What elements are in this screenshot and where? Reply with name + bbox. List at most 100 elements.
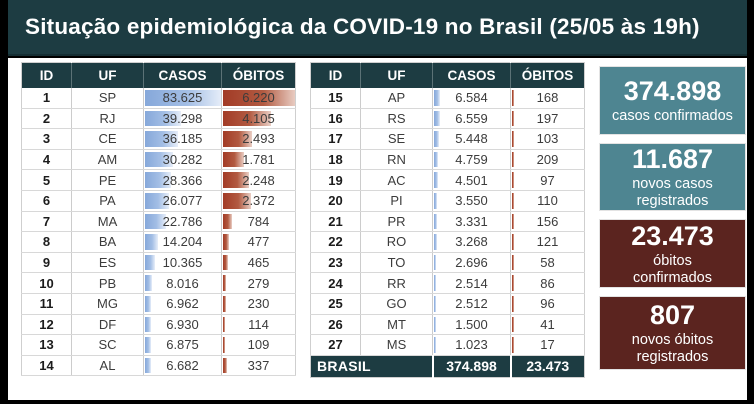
state-id-cell: 9 bbox=[21, 252, 72, 274]
obitos-data-bar bbox=[223, 295, 226, 312]
stat-value: 374.898 bbox=[623, 75, 722, 106]
table-row: 14 AL 6.682 337 bbox=[21, 355, 296, 377]
casos-data-bar bbox=[145, 151, 173, 168]
state-id-cell: 20 bbox=[310, 190, 361, 212]
obitos-data-bar bbox=[512, 316, 514, 333]
table-row: 5 PE 28.366 2.248 bbox=[21, 169, 296, 191]
state-casos-cell: 10.365 bbox=[143, 252, 222, 274]
stat-label: novos óbitos registrados bbox=[631, 332, 714, 366]
state-casos-cell: 3.550 bbox=[432, 190, 511, 212]
state-id-cell: 25 bbox=[310, 293, 361, 315]
obitos-data-bar bbox=[223, 254, 229, 271]
state-uf-cell: TO bbox=[360, 252, 433, 274]
casos-data-bar bbox=[434, 213, 438, 230]
state-casos-cell: 28.366 bbox=[143, 169, 222, 191]
obitos-value: 103 bbox=[536, 131, 559, 147]
obitos-data-bar bbox=[223, 213, 233, 230]
state-uf-cell: ES bbox=[71, 252, 144, 274]
table-row: 15 AP 6.584 168 bbox=[310, 87, 585, 109]
obitos-data-bar bbox=[512, 131, 514, 147]
obitos-data-bar bbox=[512, 151, 515, 168]
state-id-cell: 11 bbox=[21, 293, 72, 315]
stat-box-obitos-confirmados: 23.473 óbitos confirmados bbox=[599, 219, 746, 288]
table-row: 11 MG 6.962 230 bbox=[21, 293, 296, 315]
state-casos-cell: 6.584 bbox=[432, 87, 511, 109]
obitos-value: 477 bbox=[247, 234, 270, 250]
obitos-value: 86 bbox=[540, 275, 555, 291]
casos-value: 2.514 bbox=[455, 275, 488, 291]
obitos-value: 156 bbox=[536, 213, 559, 229]
state-uf-cell: GO bbox=[360, 293, 433, 315]
casos-value: 5.448 bbox=[455, 131, 488, 147]
obitos-value: 465 bbox=[247, 255, 270, 271]
obitos-value: 2.372 bbox=[242, 193, 275, 209]
state-obitos-cell: 4.105 bbox=[221, 108, 296, 130]
casos-data-bar bbox=[434, 234, 437, 250]
obitos-data-bar bbox=[223, 192, 251, 209]
state-casos-cell: 39.298 bbox=[143, 108, 222, 130]
obitos-data-bar bbox=[223, 131, 253, 147]
states-tbody-1: 15 AP 6.584 168 16 RS 6.559 197 17 SE 5.448 103 18 RN… bbox=[310, 87, 585, 356]
table-row: 16 RS 6.559 197 bbox=[310, 108, 585, 130]
states-table-primary: ID UF CASOS ÓBITOS 1 SP 83.625 6.220 2 RJ 39.2… bbox=[21, 62, 296, 377]
obitos-data-bar bbox=[223, 357, 227, 374]
obitos-data-bar bbox=[512, 89, 514, 106]
state-obitos-cell: 58 bbox=[510, 252, 585, 274]
obitos-value: 784 bbox=[247, 213, 270, 229]
obitos-value: 110 bbox=[537, 193, 558, 209]
table-row: 26 MT 1.500 41 bbox=[310, 314, 585, 336]
state-id-cell: 21 bbox=[310, 211, 361, 233]
state-id-cell: 15 bbox=[310, 87, 361, 109]
table-row: 6 PA 26.077 2.372 bbox=[21, 190, 296, 212]
state-obitos-cell: 230 bbox=[221, 293, 296, 315]
state-casos-cell: 30.282 bbox=[143, 149, 222, 171]
casos-value: 3.331 bbox=[455, 213, 488, 229]
state-uf-cell: PA bbox=[71, 190, 144, 212]
state-id-cell: 27 bbox=[310, 334, 361, 356]
state-casos-cell: 1.500 bbox=[432, 314, 511, 336]
table-row: 19 AC 4.501 97 bbox=[310, 169, 585, 191]
obitos-value: 97 bbox=[540, 172, 555, 188]
column-header-uf: UF bbox=[360, 62, 433, 88]
column-header-uf: UF bbox=[71, 62, 144, 88]
state-id-cell: 19 bbox=[310, 169, 361, 191]
table-row: 1 SP 83.625 6.220 bbox=[21, 87, 296, 109]
state-casos-cell: 36.185 bbox=[143, 128, 222, 150]
state-uf-cell: MA bbox=[71, 211, 144, 233]
obitos-value: 1.781 bbox=[242, 152, 275, 168]
state-id-cell: 3 bbox=[21, 128, 72, 150]
state-uf-cell: AP bbox=[360, 87, 433, 109]
casos-value: 2.696 bbox=[455, 255, 488, 271]
state-id-cell: 23 bbox=[310, 252, 361, 274]
obitos-value: 230 bbox=[247, 296, 270, 312]
obitos-data-bar bbox=[223, 89, 296, 106]
state-obitos-cell: 17 bbox=[510, 334, 585, 356]
state-casos-cell: 26.077 bbox=[143, 190, 222, 212]
state-casos-cell: 6.875 bbox=[143, 334, 222, 356]
state-uf-cell: RN bbox=[360, 149, 433, 171]
title-bar: Situação epidemiológica da COVID-19 no B… bbox=[8, 0, 747, 56]
obitos-data-bar bbox=[512, 234, 514, 250]
column-header-obitos: ÓBITOS bbox=[510, 62, 585, 88]
state-uf-cell: MG bbox=[71, 293, 144, 315]
brasil-total-obitos: 23.473 bbox=[509, 355, 585, 378]
state-obitos-cell: 2.493 bbox=[221, 128, 296, 150]
stat-label: novos casos registrados bbox=[632, 176, 713, 210]
state-uf-cell: SC bbox=[71, 334, 144, 356]
state-obitos-cell: 279 bbox=[221, 272, 296, 294]
state-uf-cell: SP bbox=[71, 87, 144, 109]
table-row: 27 MS 1.023 17 bbox=[310, 334, 585, 356]
casos-value: 6.559 bbox=[455, 110, 488, 126]
state-uf-cell: DF bbox=[71, 314, 144, 336]
casos-value: 4.501 bbox=[455, 172, 488, 188]
state-obitos-cell: 121 bbox=[510, 231, 585, 253]
casos-data-bar bbox=[145, 275, 153, 291]
casos-data-bar bbox=[145, 110, 182, 127]
table-row: 7 MA 22.786 784 bbox=[21, 211, 296, 233]
obitos-data-bar bbox=[512, 275, 514, 291]
state-id-cell: 22 bbox=[310, 231, 361, 253]
casos-data-bar bbox=[434, 254, 437, 271]
table-row: 4 AM 30.282 1.781 bbox=[21, 149, 296, 171]
state-id-cell: 12 bbox=[21, 314, 72, 336]
state-id-cell: 10 bbox=[21, 272, 72, 294]
